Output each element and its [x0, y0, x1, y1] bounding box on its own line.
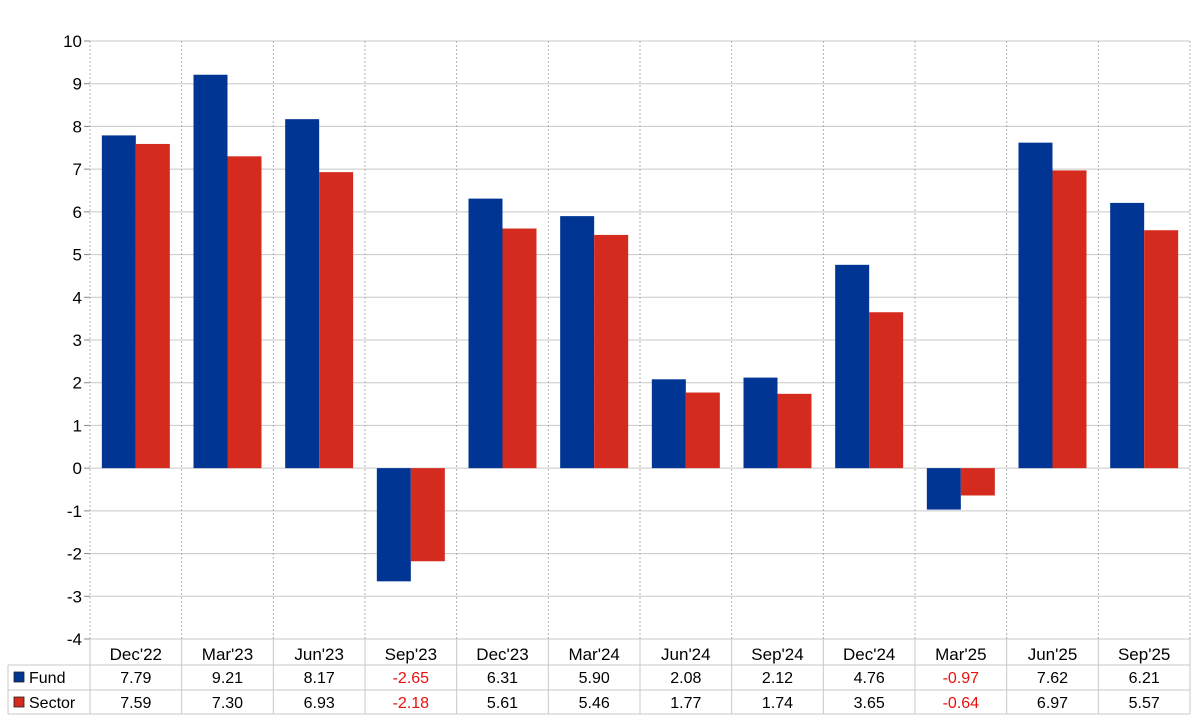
data-label-fund: 6.21 [1129, 670, 1160, 687]
bar-fund [101, 135, 136, 469]
data-label-sector: 5.61 [487, 695, 518, 712]
data-label-fund: 7.79 [120, 670, 151, 687]
legend-label-fund: Fund [29, 670, 65, 687]
data-label-sector: 7.59 [120, 695, 151, 712]
bar-sector [135, 143, 170, 469]
x-tick-label: Dec'23 [476, 645, 528, 664]
x-tick-label: Dec'22 [110, 645, 162, 664]
y-tick-label: 5 [73, 246, 82, 265]
y-tick-label: -2 [67, 545, 82, 564]
y-tick-label: 8 [73, 117, 82, 136]
y-tick-label: 10 [63, 32, 82, 51]
data-label-fund: 2.12 [762, 670, 793, 687]
data-label-fund: 9.21 [212, 670, 243, 687]
y-tick-label: 1 [73, 416, 82, 435]
x-tick-label: Sep'23 [385, 645, 437, 664]
data-label-fund: 5.90 [579, 670, 610, 687]
bar-fund [926, 468, 961, 510]
data-label-sector: -2.18 [393, 695, 430, 712]
bar-sector [502, 228, 537, 469]
data-label-sector: 5.46 [579, 695, 610, 712]
bar-sector [1144, 230, 1179, 469]
data-label-fund: 4.76 [854, 670, 885, 687]
data-label-sector: -0.64 [943, 695, 980, 712]
data-label-sector: 3.65 [854, 695, 885, 712]
y-tick-label: -3 [67, 587, 82, 606]
data-label-fund: -0.97 [943, 670, 980, 687]
bar-fund [1110, 202, 1145, 469]
bar-sector [960, 468, 995, 496]
data-label-fund: 6.31 [487, 670, 518, 687]
bar-fund [468, 198, 503, 469]
data-label-fund: 8.17 [304, 670, 335, 687]
y-tick-label: 0 [73, 459, 82, 478]
bar-sector [777, 393, 812, 469]
bar-sector [319, 172, 354, 469]
legend-swatch-fund [13, 671, 25, 683]
y-tick-label: 2 [73, 374, 82, 393]
y-tick-label: 9 [73, 75, 82, 94]
data-label-fund: 2.08 [670, 670, 701, 687]
bar-fund [743, 377, 778, 469]
y-tick-label: -4 [67, 630, 82, 649]
legend-swatch-sector [13, 696, 25, 708]
bar-fund [193, 74, 228, 469]
bar-fund [651, 379, 686, 469]
bar-fund [835, 264, 870, 469]
bar-sector [869, 312, 904, 469]
bar-fund [376, 468, 411, 582]
data-label-sector: 6.93 [304, 695, 335, 712]
y-tick-label: 7 [73, 160, 82, 179]
bar-sector [685, 392, 720, 469]
bar-fund [560, 216, 595, 469]
bar-sector [594, 234, 629, 469]
x-tick-label: Dec'24 [843, 645, 895, 664]
y-tick-label: 4 [73, 288, 82, 307]
data-label-sector: 5.57 [1129, 695, 1160, 712]
bar-sector [227, 156, 262, 469]
x-tick-label: Jun'24 [661, 645, 711, 664]
x-tick-label: Mar'23 [202, 645, 253, 664]
data-label-sector: 7.30 [212, 695, 243, 712]
bar-fund [1018, 142, 1053, 469]
legend-label-sector: Sector [29, 695, 76, 712]
x-tick-label: Sep'25 [1118, 645, 1170, 664]
data-label-fund: 7.62 [1037, 670, 1068, 687]
y-tick-label: -1 [67, 502, 82, 521]
x-tick-label: Jun'23 [294, 645, 344, 664]
bar-sector [1052, 170, 1087, 469]
data-label-fund: -2.65 [393, 670, 430, 687]
x-tick-label: Sep'24 [751, 645, 803, 664]
data-label-sector: 1.74 [762, 695, 793, 712]
x-tick-label: Jun'25 [1028, 645, 1078, 664]
y-tick-label: 6 [73, 203, 82, 222]
y-tick-label: 3 [73, 331, 82, 350]
bar-sector [410, 468, 445, 562]
x-tick-label: Mar'24 [568, 645, 619, 664]
data-label-sector: 6.97 [1037, 695, 1068, 712]
data-label-sector: 1.77 [670, 695, 701, 712]
bar-fund [285, 119, 320, 469]
x-tick-label: Mar'25 [935, 645, 986, 664]
